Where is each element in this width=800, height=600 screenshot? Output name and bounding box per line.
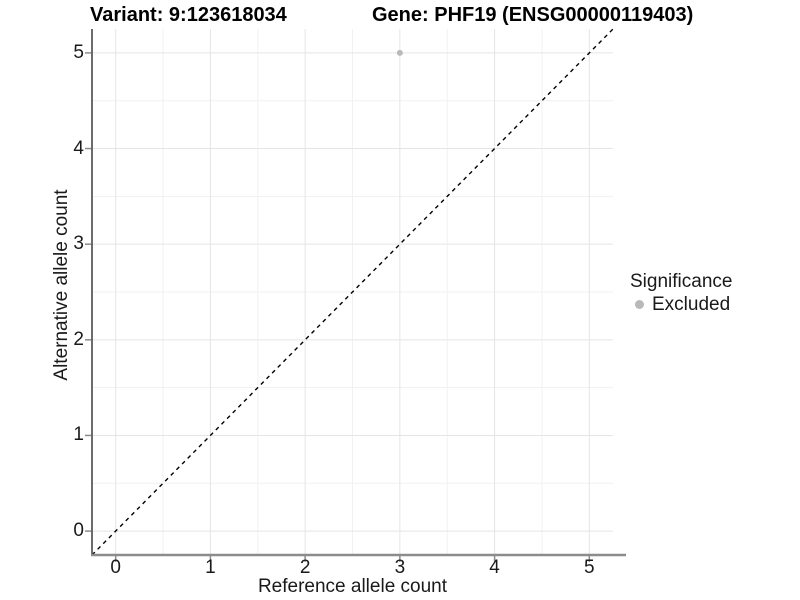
legend-item-excluded: Excluded bbox=[630, 293, 732, 316]
x-tick-label: 5 bbox=[584, 557, 595, 578]
legend-item-label: Excluded bbox=[652, 293, 731, 315]
y-tick-label: 0 bbox=[73, 520, 84, 542]
legend: Significance Excluded bbox=[630, 270, 732, 316]
x-tick-label: 0 bbox=[110, 557, 121, 578]
legend-title: Significance bbox=[630, 271, 733, 292]
x-tick-label: 4 bbox=[489, 557, 500, 578]
data-point bbox=[396, 49, 403, 56]
y-axis-title: Alternative allele count bbox=[51, 189, 72, 381]
variant-title: Variant: 9:123618034 bbox=[90, 4, 287, 26]
x-tick-label: 3 bbox=[394, 557, 406, 578]
y-tick-label: 4 bbox=[73, 137, 84, 159]
y-tick-label: 5 bbox=[73, 41, 84, 63]
y-tick-label: 2 bbox=[73, 328, 84, 350]
y-tick-label: 1 bbox=[73, 424, 84, 446]
excluded-point-icon bbox=[635, 300, 644, 309]
x-tick-label: 1 bbox=[205, 557, 216, 578]
gene-title: Gene: PHF19 (ENSG00000119403) bbox=[372, 4, 694, 26]
x-axis-title: Reference allele count bbox=[257, 576, 448, 597]
y-tick-label: 3 bbox=[73, 233, 84, 255]
identity-dashed-line bbox=[91, 28, 614, 556]
x-tick-label: 2 bbox=[299, 557, 311, 578]
